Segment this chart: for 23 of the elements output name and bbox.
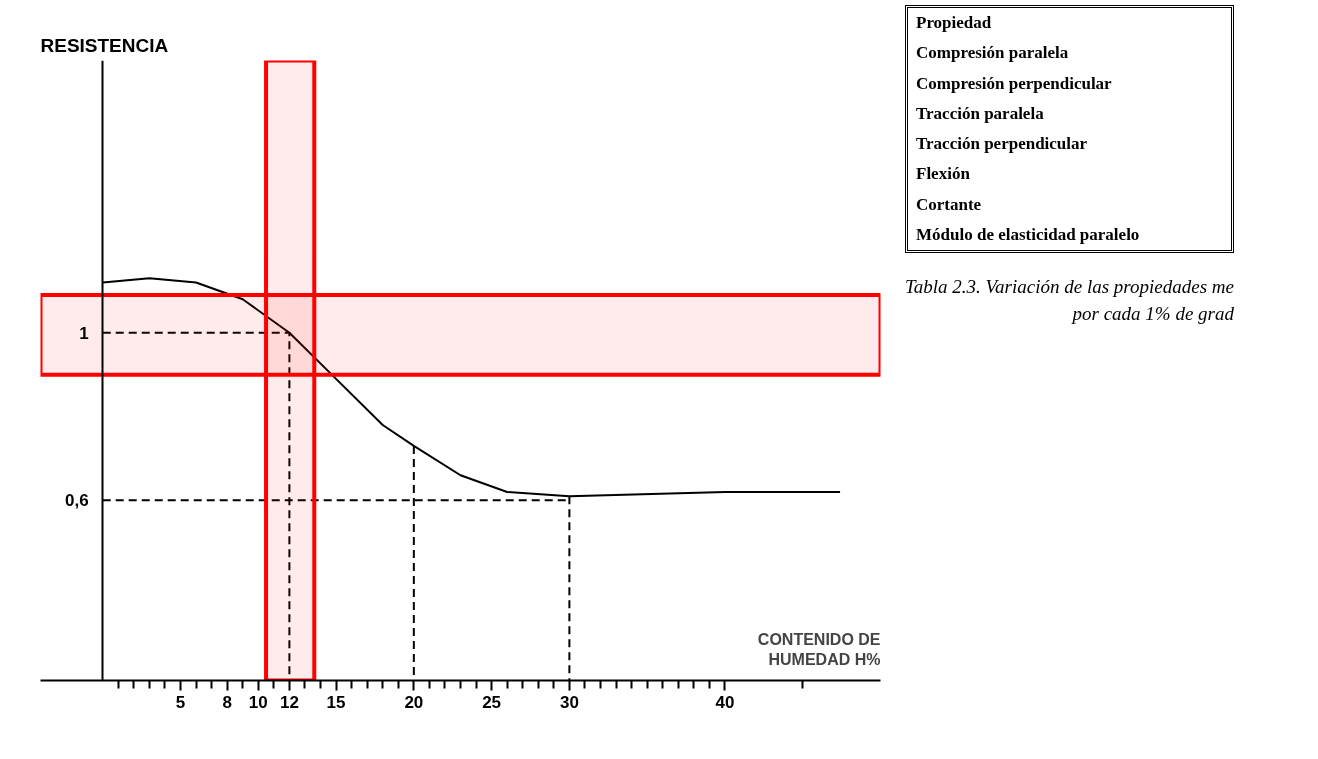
x-tick-label: 25: [482, 692, 502, 712]
text: Cortante: [915, 193, 983, 216]
x-tick-label: 30: [559, 692, 579, 712]
text: Tracción perpendicular: [915, 133, 1089, 156]
text: Flexión: [915, 163, 971, 186]
x-tick-label: 10: [248, 692, 268, 712]
text: por cada 1% de grad: [1070, 302, 1234, 327]
x-tick-label: 5: [175, 692, 186, 712]
text: Módulo de elasticidad paralelo: [915, 223, 1141, 246]
x-tick-label: 12: [279, 692, 299, 712]
text: Propiedad: [915, 12, 993, 34]
y-axis-title: RESISTENCIA: [40, 34, 169, 56]
text: Tracción paralela: [915, 102, 1045, 125]
x-axis-title: CONTENIDO DE HUMEDAD H%: [757, 630, 881, 668]
y-tick-label: 1: [79, 323, 89, 343]
y-tick-label: 0,6: [65, 491, 89, 511]
x-tick-label: 40: [715, 692, 735, 712]
text: Tabla 2.3. Variación de las propiedades me: [905, 275, 1234, 300]
text: Compresión perpendicular: [915, 72, 1113, 95]
text: Compresión paralela: [915, 42, 1070, 65]
x-tick-label: 15: [326, 692, 346, 712]
x-tick-label: 8: [222, 692, 232, 712]
x-tick-label: 20: [404, 692, 424, 712]
